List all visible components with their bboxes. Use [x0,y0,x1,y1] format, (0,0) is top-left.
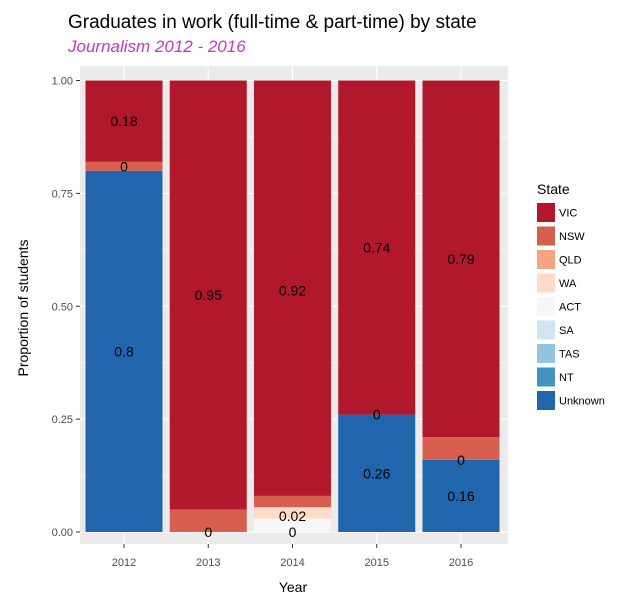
legend-label: NT [559,372,574,384]
legend-key-sa [537,320,555,340]
bar-segment-2015-unknown [338,414,416,532]
data-label: 0.92 [279,282,306,298]
legend-label: ACT [559,302,581,314]
x-axis: 2012 2013 2014 2015 2016 [112,544,473,569]
y-tick-label: 0.25 [52,414,73,426]
x-tick-label: 2014 [280,557,304,569]
legend-label: TAS [559,349,580,361]
legend-label: NSW [559,231,585,243]
bar-segment-2014-act [254,518,331,532]
legend-key-qld [537,250,555,269]
y-tick-label: 0.75 [52,188,73,200]
data-label: 0 [204,524,212,540]
data-label: 0 [373,407,381,423]
bar-segment-2016-unknown [422,459,500,532]
data-label: 0.18 [110,113,137,129]
x-tick-label: 2012 [112,557,136,569]
bar-segment-2012-nsw [85,161,163,171]
legend-title: State [537,181,570,197]
legend-label: Unknown [559,396,605,408]
data-label: 0 [457,452,465,468]
legend-key-nt [537,367,555,387]
legend-key-vic [537,203,555,222]
y-tick-label: 1.00 [52,76,73,88]
bar-segment-2014-vic [254,80,331,496]
bar-segment-2012-unknown [85,170,163,533]
y-axis-title: Proportion of students [15,240,31,377]
data-label: 0.8 [114,343,134,359]
bar-segment-2014-wa [254,507,331,519]
y-axis: 0.00 0.25 0.50 0.75 1.00 [52,76,80,539]
bars-layer [85,80,500,533]
data-label: 0.74 [363,240,390,256]
legend-key-wa [537,273,555,293]
x-tick-label: 2015 [365,557,389,569]
bar-segment-2015-vic [338,80,416,415]
legend-key-tas [537,344,555,363]
legend-key-nsw [537,226,555,246]
bar-segment-2013-nsw [169,509,247,532]
y-tick-label: 0.00 [52,527,73,539]
y-tick-label: 0.50 [52,301,73,313]
data-label: 0.79 [447,251,474,267]
x-tick-label: 2016 [449,557,473,569]
data-label: 0.16 [447,488,474,504]
x-tick-label: 2013 [196,557,220,569]
data-label: 0 [120,158,128,174]
x-axis-title: Year [279,579,308,595]
legend-label: VIC [559,208,577,220]
bar-segment-2012-vic [85,80,163,162]
legend: State VIC NSW QLD WA ACT SA TAS NT Unknown [537,181,605,410]
data-label: 0.26 [363,465,390,481]
chart-title: Graduates in work (full-time & part-time… [68,12,477,33]
bar-segment-2013-vic [169,80,247,510]
bar-segment-2014-nsw [254,495,331,508]
data-label: 0.95 [195,287,222,303]
legend-key-act [537,297,555,316]
data-label: 0.02 [279,508,306,524]
bar-segment-2016-nsw [422,437,500,460]
chart-subtitle: Journalism 2012 - 2016 [67,37,246,56]
bar-segment-2016-vic [422,80,500,438]
legend-key-unknown [537,391,555,410]
legend-label: WA [559,278,577,290]
data-label: 0 [289,524,297,540]
legend-label: SA [559,325,574,337]
legend-label: QLD [559,255,582,267]
